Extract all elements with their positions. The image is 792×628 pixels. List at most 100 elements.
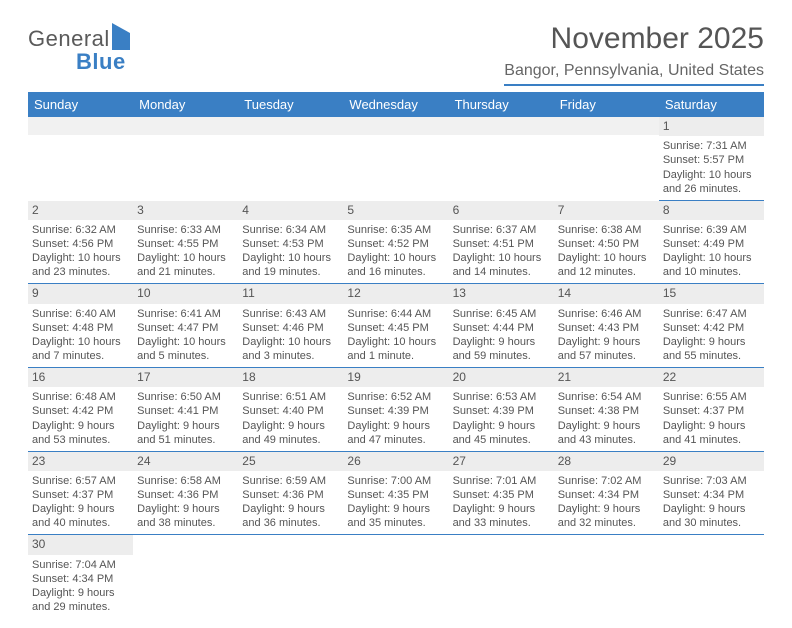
daylight-text: Daylight: 9 hours and 35 minutes. (347, 502, 444, 530)
sunrise-text: Sunrise: 7:31 AM (663, 139, 760, 153)
daylight-text: Daylight: 10 hours and 16 minutes. (347, 251, 444, 279)
weekday-label: Saturday (659, 92, 764, 117)
daylight-text: Daylight: 10 hours and 5 minutes. (137, 335, 234, 363)
calendar-cell (554, 117, 659, 201)
daylight-text: Daylight: 10 hours and 23 minutes. (32, 251, 129, 279)
day-number: 20 (449, 368, 554, 387)
calendar-cell (449, 117, 554, 201)
calendar-cell: 3Sunrise: 6:33 AMSunset: 4:55 PMDaylight… (133, 201, 238, 285)
header: General Blue November 2025 Bangor, Penns… (28, 22, 764, 86)
sunset-text: Sunset: 4:37 PM (663, 404, 760, 418)
logo-word2: Blue (76, 49, 126, 74)
sunrise-text: Sunrise: 6:46 AM (558, 307, 655, 321)
daylight-text: Daylight: 9 hours and 55 minutes. (663, 335, 760, 363)
sunset-text: Sunset: 5:57 PM (663, 153, 760, 167)
daylight-text: Daylight: 9 hours and 57 minutes. (558, 335, 655, 363)
sunrise-text: Sunrise: 6:33 AM (137, 223, 234, 237)
day-number: 15 (659, 284, 764, 303)
sunset-text: Sunset: 4:42 PM (32, 404, 129, 418)
daylight-text: Daylight: 10 hours and 12 minutes. (558, 251, 655, 279)
day-number: 10 (133, 284, 238, 303)
day-number: 12 (343, 284, 448, 303)
calendar-cell: 18Sunrise: 6:51 AMSunset: 4:40 PMDayligh… (238, 368, 343, 452)
weekday-label: Monday (133, 92, 238, 117)
sunrise-text: Sunrise: 6:59 AM (242, 474, 339, 488)
day-number: 24 (133, 452, 238, 471)
day-number: 11 (238, 284, 343, 303)
weekday-header: Sunday Monday Tuesday Wednesday Thursday… (28, 92, 764, 117)
daylight-text: Daylight: 9 hours and 45 minutes. (453, 419, 550, 447)
calendar-cell: 2Sunrise: 6:32 AMSunset: 4:56 PMDaylight… (28, 201, 133, 285)
sunrise-text: Sunrise: 6:41 AM (137, 307, 234, 321)
sunrise-text: Sunrise: 6:54 AM (558, 390, 655, 404)
weekday-label: Wednesday (343, 92, 448, 117)
daylight-text: Daylight: 10 hours and 7 minutes. (32, 335, 129, 363)
calendar-cell: 1 Sunrise: 7:31 AMSunset: 5:57 PMDaylight… (659, 117, 764, 201)
sunrise-text: Sunrise: 6:55 AM (663, 390, 760, 404)
calendar-cell: 22Sunrise: 6:55 AMSunset: 4:37 PMDayligh… (659, 368, 764, 452)
weekday-label: Sunday (28, 92, 133, 117)
calendar-cell: 12 Sunrise: 6:44 AMSunset: 4:45 PMDayligh… (343, 284, 448, 368)
day-number: 17 (133, 368, 238, 387)
day-number: 29 (659, 452, 764, 471)
sunset-text: Sunset: 4:51 PM (453, 237, 550, 251)
weekday-label: Friday (554, 92, 659, 117)
day-number: 27 (449, 452, 554, 471)
calendar-cell (28, 117, 133, 201)
daylight-text: Daylight: 9 hours and 43 minutes. (558, 419, 655, 447)
calendar-cell: 13Sunrise: 6:45 AMSunset: 4:44 PMDayligh… (449, 284, 554, 368)
calendar-cell: 6Sunrise: 6:37 AMSunset: 4:51 PMDaylight… (449, 201, 554, 285)
daylight-text: Daylight: 9 hours and 33 minutes. (453, 502, 550, 530)
sunset-text: Sunset: 4:39 PM (347, 404, 444, 418)
sunrise-text: Sunrise: 6:52 AM (347, 390, 444, 404)
sunset-text: Sunset: 4:34 PM (32, 572, 129, 586)
sunrise-text: Sunrise: 6:44 AM (347, 307, 444, 321)
daylight-text: Daylight: 9 hours and 47 minutes. (347, 419, 444, 447)
sunrise-text: Sunrise: 6:38 AM (558, 223, 655, 237)
sunrise-text: Sunrise: 6:45 AM (453, 307, 550, 321)
sunset-text: Sunset: 4:47 PM (137, 321, 234, 335)
calendar-cell: 28Sunrise: 7:02 AMSunset: 4:34 PMDayligh… (554, 452, 659, 536)
daylight-text: Daylight: 10 hours and 19 minutes. (242, 251, 339, 279)
page: General Blue November 2025 Bangor, Penns… (0, 0, 792, 628)
sunset-text: Sunset: 4:43 PM (558, 321, 655, 335)
daylight-text: Daylight: 10 hours and 1 minute. (347, 335, 444, 363)
sunset-text: Sunset: 4:42 PM (663, 321, 760, 335)
page-subtitle: Bangor, Pennsylvania, United States (504, 62, 764, 86)
day-number: 1 (659, 117, 764, 136)
daylight-text: Daylight: 10 hours and 3 minutes. (242, 335, 339, 363)
daylight-text: Daylight: 10 hours and 10 minutes. (663, 251, 760, 279)
day-number: 7 (554, 201, 659, 220)
calendar-cell: 16Sunrise: 6:48 AMSunset: 4:42 PMDayligh… (28, 368, 133, 452)
calendar-cell: 29Sunrise: 7:03 AMSunset: 4:34 PMDayligh… (659, 452, 764, 536)
calendar-cell: 5Sunrise: 6:35 AMSunset: 4:52 PMDaylight… (343, 201, 448, 285)
calendar-cell (343, 117, 448, 201)
sunrise-text: Sunrise: 6:40 AM (32, 307, 129, 321)
calendar-cell: 26Sunrise: 7:00 AMSunset: 4:35 PMDayligh… (343, 452, 448, 536)
sunset-text: Sunset: 4:34 PM (663, 488, 760, 502)
sunset-text: Sunset: 4:53 PM (242, 237, 339, 251)
daylight-text: Daylight: 9 hours and 38 minutes. (137, 502, 234, 530)
calendar-cell: 30Sunrise: 7:04 AMSunset: 4:34 PMDayligh… (28, 535, 133, 618)
sunset-text: Sunset: 4:38 PM (558, 404, 655, 418)
daylight-text: Daylight: 10 hours and 21 minutes. (137, 251, 234, 279)
calendar-cell (133, 535, 238, 618)
day-number: 22 (659, 368, 764, 387)
page-title: November 2025 (504, 22, 764, 56)
day-number: 21 (554, 368, 659, 387)
daylight-text: Daylight: 9 hours and 32 minutes. (558, 502, 655, 530)
daylight-text: Daylight: 10 hours and 26 minutes. (663, 168, 760, 196)
sunrise-text: Sunrise: 7:04 AM (32, 558, 129, 572)
calendar-grid: 1Sunrise: 7:31 AMSunset: 5:57 PMDaylight… (28, 117, 764, 618)
day-number: 26 (343, 452, 448, 471)
sunset-text: Sunset: 4:49 PM (663, 237, 760, 251)
calendar-cell: 11Sunrise: 6:43 AMSunset: 4:46 PMDayligh… (238, 284, 343, 368)
sunset-text: Sunset: 4:34 PM (558, 488, 655, 502)
sunset-text: Sunset: 4:35 PM (347, 488, 444, 502)
day-number: 2 (28, 201, 133, 220)
sunset-text: Sunset: 4:45 PM (347, 321, 444, 335)
sunset-text: Sunset: 4:37 PM (32, 488, 129, 502)
logo-sail-icon (112, 23, 130, 50)
daylight-text: Daylight: 9 hours and 29 minutes. (32, 586, 129, 614)
sunset-text: Sunset: 4:50 PM (558, 237, 655, 251)
